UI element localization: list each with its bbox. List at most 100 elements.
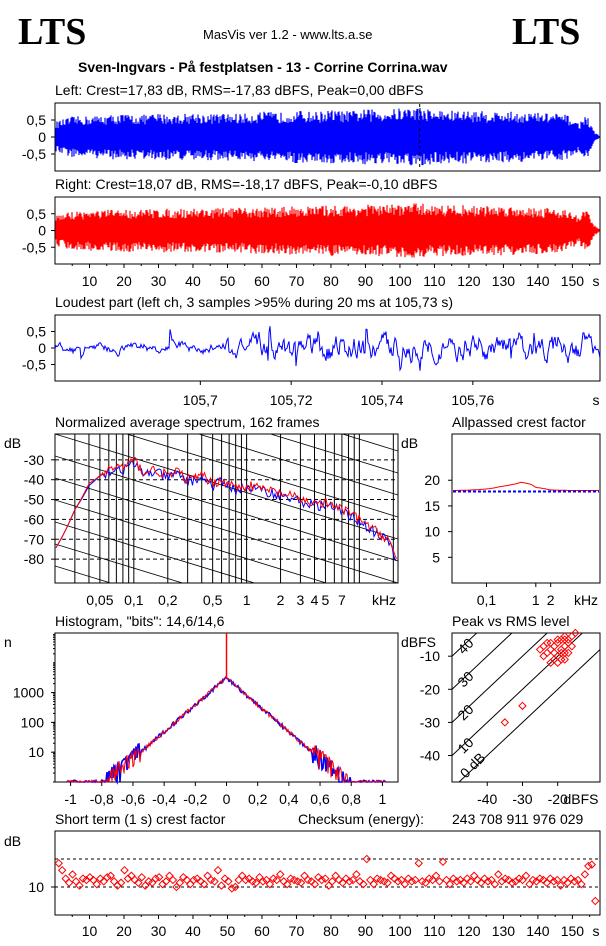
short-term-crest-point bbox=[345, 877, 354, 886]
right-channel-ytick-label: -0,5 bbox=[22, 239, 46, 255]
short-term-crest-point bbox=[106, 871, 115, 881]
spectrum-ytick-label: -50 bbox=[24, 492, 44, 508]
short-term-crest-point bbox=[473, 875, 482, 885]
short-term-crest-point bbox=[417, 877, 427, 886]
short-term-crest-point bbox=[501, 874, 510, 883]
time-axis-label: 130 bbox=[492, 273, 516, 289]
short-term-crest-point bbox=[120, 865, 129, 875]
short-term-crest-point bbox=[300, 871, 309, 881]
histogram-xtick-label: -0,6 bbox=[121, 791, 145, 807]
short-term-crest-point bbox=[521, 871, 531, 881]
peak-vs-rms-point bbox=[518, 701, 527, 711]
short-term-crest-point bbox=[141, 881, 150, 890]
short-term-crest-point bbox=[348, 875, 358, 885]
spectrum-series-line bbox=[55, 456, 397, 559]
loudest-axis-label: 105,7 bbox=[183, 392, 218, 408]
short-term-crest-point bbox=[452, 877, 462, 886]
crest-vs-freq-xtick-label: 0,1 bbox=[477, 592, 497, 608]
short-term-crest-point bbox=[456, 875, 465, 885]
short-term-crest-point bbox=[289, 875, 299, 885]
short-term-crest-point bbox=[123, 874, 133, 883]
short-term-crest-point bbox=[227, 884, 237, 893]
short-term-crest-point bbox=[559, 875, 569, 885]
peak-vs-rms-point bbox=[560, 635, 570, 644]
short-term-crest-point bbox=[518, 875, 527, 885]
short-term-crest-point bbox=[490, 879, 500, 889]
short-term-crest-point bbox=[210, 877, 219, 886]
short-term-crest-point bbox=[151, 874, 160, 883]
short-term-crest-xtick-label: 120 bbox=[457, 923, 481, 939]
short-term-crest-point bbox=[75, 881, 84, 890]
short-term-crest-point bbox=[587, 860, 597, 869]
logo-right: LTS bbox=[512, 11, 581, 53]
peak-vs-rms-point bbox=[553, 638, 562, 648]
short-term-crest-point bbox=[497, 877, 507, 886]
short-term-crest-xtick-label: 140 bbox=[526, 923, 550, 939]
peak-vs-rms-point bbox=[553, 658, 562, 668]
time-axis-label: 90 bbox=[358, 273, 374, 289]
histogram-series-line bbox=[67, 677, 387, 783]
short-term-crest-point bbox=[480, 874, 489, 883]
short-term-crest-point bbox=[102, 872, 112, 882]
short-term-crest-point bbox=[570, 877, 579, 886]
spectrum-slope-line bbox=[55, 543, 184, 583]
peak-vs-rms-diagonal-label: 30 bbox=[454, 668, 476, 690]
short-term-crest-point bbox=[220, 874, 230, 883]
logo-left: LTS bbox=[18, 11, 87, 53]
short-term-crest-point bbox=[317, 875, 327, 885]
short-term-crest-point bbox=[324, 881, 333, 890]
short-term-crest-point bbox=[341, 874, 351, 883]
histogram-xtick-label: 1 bbox=[379, 791, 387, 807]
short-term-crest-point bbox=[303, 875, 313, 885]
short-term-crest-point bbox=[552, 875, 562, 885]
spectrum-xtick-label: 4 bbox=[311, 592, 319, 608]
spectrum-ylabel: dB bbox=[4, 435, 21, 451]
short-term-crest-point bbox=[258, 877, 268, 886]
short-term-crest-point bbox=[154, 872, 164, 882]
spectrum-frame bbox=[54, 433, 399, 584]
short-term-crest-point bbox=[494, 870, 503, 879]
short-term-crest-point bbox=[158, 879, 167, 889]
peak-vs-rms-title: Peak vs RMS level bbox=[452, 613, 570, 629]
time-axis-label: 110 bbox=[423, 273, 446, 289]
short-term-crest-point bbox=[421, 878, 430, 888]
short-term-crest-xtick-label: 80 bbox=[323, 923, 339, 939]
short-term-crest-point bbox=[407, 877, 417, 886]
peak-vs-rms-point bbox=[542, 648, 552, 658]
short-term-crest-point bbox=[535, 874, 545, 883]
short-term-crest-xtick-label: 50 bbox=[220, 923, 236, 939]
peak-vs-rms-ylabel: dBFS bbox=[401, 634, 436, 650]
peak-vs-rms-point bbox=[546, 645, 555, 654]
peak-vs-rms-point bbox=[539, 642, 548, 651]
short-term-crest-point bbox=[566, 874, 576, 883]
short-term-crest-point bbox=[144, 877, 153, 886]
short-term-crest-point bbox=[314, 872, 323, 882]
short-term-crest-point bbox=[369, 879, 378, 889]
histogram-ytick-label: 10 bbox=[28, 744, 44, 760]
left-channel-title: Left: Crest=17,83 dB, RMS=-17,83 dBFS, P… bbox=[55, 82, 424, 98]
spectrum-xtick-label: 2 bbox=[277, 592, 285, 608]
short-term-crest-xtick-label: 10 bbox=[82, 923, 98, 939]
crest-vs-freq-frame bbox=[451, 433, 601, 584]
spectrum-xtick-label: 5 bbox=[322, 592, 330, 608]
loudest-part-ytick-label: 0,5 bbox=[27, 324, 47, 340]
short-term-crest-point bbox=[71, 877, 81, 886]
time-axis-label: 50 bbox=[220, 273, 236, 289]
peak-vs-rms-point bbox=[500, 718, 510, 727]
short-term-crest-point bbox=[206, 875, 216, 885]
short-term-crest-point bbox=[64, 878, 74, 888]
time-axis-label: 100 bbox=[388, 273, 412, 289]
short-term-crest-point bbox=[276, 870, 285, 879]
spectrum-ytick-label: -40 bbox=[24, 472, 44, 488]
crest-vs-freq-ytick-label: 10 bbox=[424, 524, 440, 540]
short-term-crest-point bbox=[546, 874, 555, 883]
checksum-value: 243 708 911 976 029 bbox=[452, 811, 584, 827]
spectrum-slope-line bbox=[125, 434, 398, 518]
crest-vs-freq-ylabel: dB bbox=[401, 435, 418, 451]
left-channel-ytick-label: -0,5 bbox=[22, 146, 46, 162]
spectrum-slope-line bbox=[55, 455, 398, 562]
spectrum-series-line bbox=[55, 459, 397, 561]
short-term-crest-point bbox=[231, 882, 240, 892]
app-title: MasVis ver 1.2 - www.lts.a.se bbox=[203, 27, 373, 42]
